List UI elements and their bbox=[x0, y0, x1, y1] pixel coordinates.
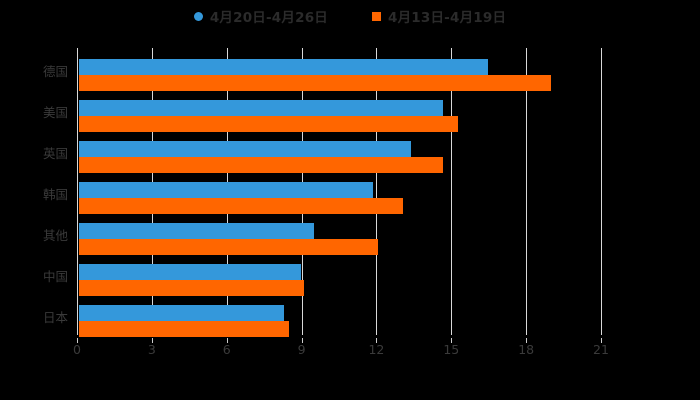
legend-item-0[interactable]: 4月20日-4月26日 bbox=[193, 6, 328, 26]
gridline-12 bbox=[376, 48, 378, 335]
x-axis-label: 15 bbox=[443, 342, 460, 357]
x-axis-tick bbox=[226, 338, 228, 343]
y-axis-label: 英国 bbox=[42, 145, 68, 161]
x-axis-label: 3 bbox=[147, 342, 156, 357]
x-axis-label: 21 bbox=[593, 342, 609, 357]
y-axis-label: 日本 bbox=[42, 309, 68, 325]
x-axis-tick bbox=[526, 338, 528, 343]
bar[interactable] bbox=[79, 100, 444, 116]
bar-series-container bbox=[77, 48, 601, 337]
y-axis-category-labels: 德国美国英国韩国其他中国日本 bbox=[0, 48, 68, 335]
bar[interactable] bbox=[79, 223, 314, 239]
x-axis-label: 0 bbox=[73, 342, 81, 357]
bar[interactable] bbox=[79, 198, 404, 214]
bar-group bbox=[79, 48, 601, 91]
x-axis-tick-labels: 0 3 6 9 12 15 18 21 bbox=[73, 338, 609, 358]
circle-marker-blue-icon bbox=[193, 11, 203, 21]
x-axis-label: 6 bbox=[222, 342, 231, 357]
y-axis-label: 美国 bbox=[42, 104, 68, 120]
gridline-15 bbox=[451, 48, 453, 335]
bar[interactable] bbox=[79, 116, 459, 132]
y-axis-line bbox=[77, 48, 78, 335]
y-axis-label: 中国 bbox=[42, 268, 68, 284]
x-axis-tick bbox=[601, 338, 602, 343]
legend-label: 4月20日-4月26日 bbox=[209, 10, 328, 26]
bar-group bbox=[79, 171, 601, 214]
y-axis-label: 德国 bbox=[42, 63, 68, 79]
x-axis-label: 18 bbox=[518, 342, 535, 357]
y-axis-label: 韩国 bbox=[42, 186, 68, 202]
x-axis-label: 9 bbox=[297, 342, 306, 357]
legend-item-1[interactable]: 4月13日-4月19日 bbox=[372, 6, 506, 26]
chart-legend: 4月20日-4月26日 4月13日-4月19日 bbox=[0, 0, 700, 32]
bar-group bbox=[79, 130, 601, 173]
gridline-18 bbox=[526, 48, 528, 335]
x-axis-tick bbox=[151, 338, 153, 343]
bar[interactable] bbox=[79, 321, 289, 337]
x-axis-tick bbox=[376, 338, 378, 343]
bar[interactable] bbox=[79, 280, 304, 296]
bar[interactable] bbox=[79, 141, 411, 157]
bar[interactable] bbox=[79, 59, 489, 75]
bar[interactable] bbox=[79, 239, 379, 255]
bar[interactable] bbox=[79, 264, 302, 280]
bar-group bbox=[79, 89, 601, 132]
bar[interactable] bbox=[79, 157, 444, 173]
bar[interactable] bbox=[79, 182, 374, 198]
bar-group bbox=[79, 253, 601, 296]
square-marker-orange-icon bbox=[372, 11, 381, 21]
x-axis-tick bbox=[77, 338, 78, 343]
x-axis-tick bbox=[451, 338, 453, 343]
legend-label: 4月13日-4月19日 bbox=[388, 10, 507, 26]
x-axis-tick bbox=[301, 338, 303, 343]
bar-group bbox=[79, 294, 601, 337]
bar-group bbox=[79, 212, 601, 255]
gridline-21 bbox=[601, 48, 602, 335]
plot-area bbox=[77, 48, 602, 337]
bar[interactable] bbox=[79, 75, 551, 91]
x-axis-label: 12 bbox=[368, 342, 385, 357]
bar[interactable] bbox=[79, 305, 284, 321]
y-axis-label: 其他 bbox=[42, 227, 68, 243]
